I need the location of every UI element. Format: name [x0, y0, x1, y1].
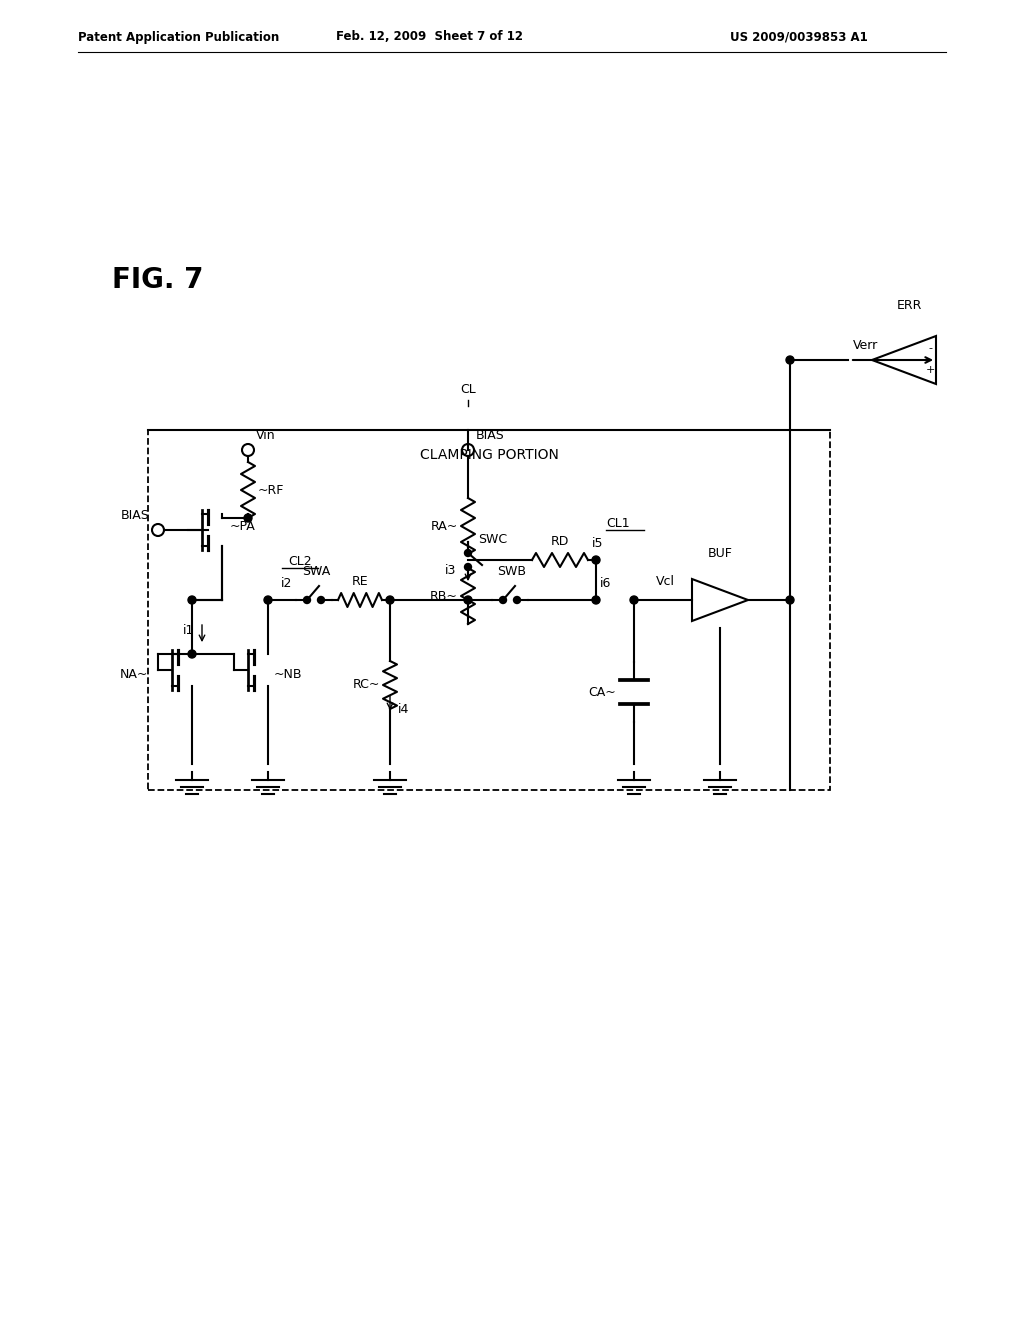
Text: i6: i6	[600, 577, 611, 590]
Text: RA~: RA~	[431, 520, 458, 532]
Text: i5: i5	[592, 537, 603, 550]
Text: FIG. 7: FIG. 7	[112, 267, 204, 294]
Circle shape	[630, 597, 638, 605]
Text: ~NB: ~NB	[274, 668, 302, 681]
Text: RC~: RC~	[352, 678, 380, 692]
Text: NA~: NA~	[120, 668, 148, 681]
Text: i2: i2	[281, 577, 292, 590]
Circle shape	[786, 597, 794, 605]
Text: i4: i4	[398, 704, 410, 715]
Text: Patent Application Publication: Patent Application Publication	[78, 30, 280, 44]
Text: CL2: CL2	[288, 554, 312, 568]
Text: Vin: Vin	[256, 429, 275, 442]
Text: CL1: CL1	[606, 517, 630, 531]
Circle shape	[386, 597, 394, 605]
Circle shape	[500, 597, 507, 603]
Circle shape	[465, 549, 471, 557]
Text: Feb. 12, 2009  Sheet 7 of 12: Feb. 12, 2009 Sheet 7 of 12	[337, 30, 523, 44]
Text: BUF: BUF	[708, 546, 732, 560]
Circle shape	[264, 597, 272, 605]
Text: -: -	[928, 343, 932, 352]
Circle shape	[592, 597, 600, 605]
Circle shape	[465, 564, 471, 570]
Text: SWC: SWC	[478, 533, 507, 546]
Text: SWA: SWA	[302, 565, 330, 578]
Text: i3: i3	[444, 564, 456, 577]
Circle shape	[188, 649, 196, 657]
Text: ERR: ERR	[896, 300, 922, 312]
Text: i1: i1	[182, 623, 194, 636]
Circle shape	[188, 597, 196, 605]
Text: US 2009/0039853 A1: US 2009/0039853 A1	[730, 30, 867, 44]
Text: CL: CL	[460, 383, 476, 396]
Text: BIAS: BIAS	[476, 429, 505, 442]
Text: Verr: Verr	[853, 339, 879, 352]
Text: Vcl: Vcl	[656, 576, 675, 587]
Circle shape	[513, 597, 520, 603]
Text: RD: RD	[551, 535, 569, 548]
Text: ~PA: ~PA	[230, 520, 256, 532]
Circle shape	[786, 356, 794, 364]
Circle shape	[303, 597, 310, 603]
Circle shape	[464, 597, 472, 605]
Circle shape	[317, 597, 325, 603]
Text: ~RF: ~RF	[258, 483, 285, 496]
Text: CA~: CA~	[588, 685, 616, 698]
Circle shape	[244, 513, 252, 521]
Circle shape	[592, 556, 600, 564]
Text: SWB: SWB	[498, 565, 526, 578]
Text: RE: RE	[351, 576, 369, 587]
Text: CLAMPING PORTION: CLAMPING PORTION	[420, 447, 558, 462]
Text: BIAS: BIAS	[121, 510, 150, 521]
Text: RB~: RB~	[430, 590, 458, 602]
Text: +: +	[926, 366, 935, 375]
